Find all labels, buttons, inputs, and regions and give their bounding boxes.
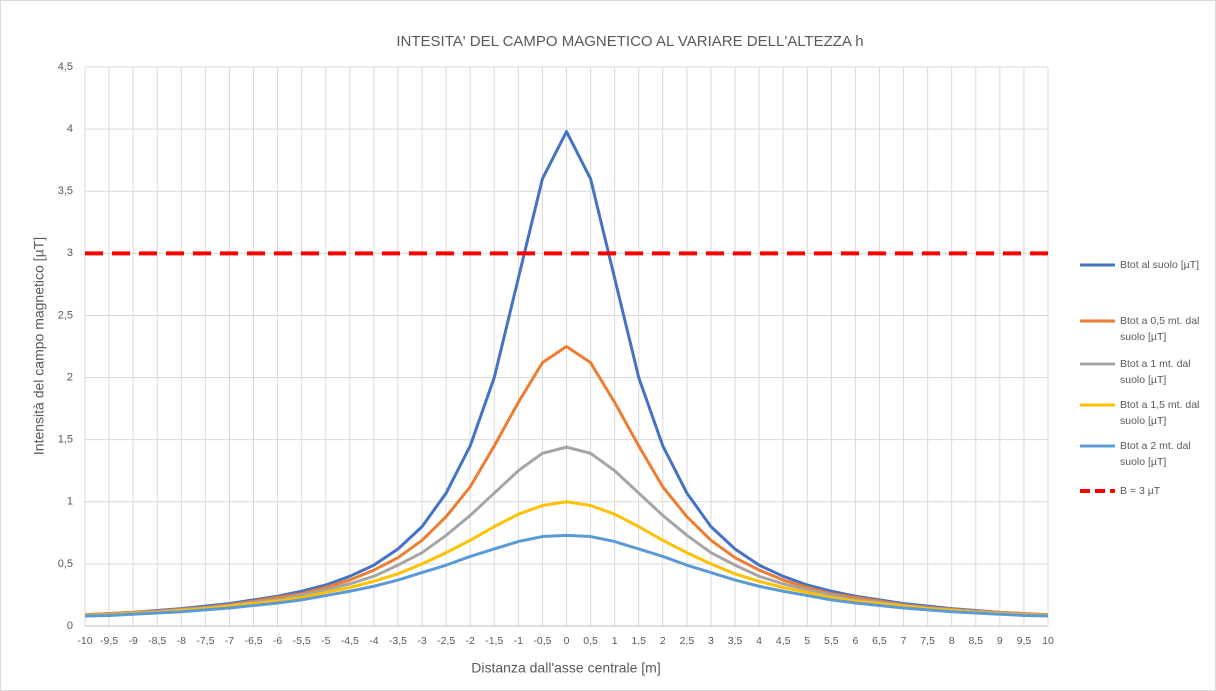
x-tick-label: 6,5 (872, 635, 887, 647)
x-tick-label: 9 (997, 635, 1003, 647)
x-tick-label: -5,5 (293, 635, 311, 647)
x-tick-label: 2,5 (680, 635, 695, 647)
x-tick-label: 7,5 (920, 635, 935, 647)
x-tick-label: -2 (466, 635, 475, 647)
x-tick-label: 9,5 (1017, 635, 1032, 647)
x-tick-label: 5 (804, 635, 810, 647)
x-tick-label: -9 (128, 635, 137, 647)
x-tick-label: 3,5 (728, 635, 743, 647)
x-tick-label: -5 (321, 635, 330, 647)
series-line (84, 533, 1049, 618)
x-axis-title: Distanza dall'asse centrale [m] (471, 660, 660, 676)
series-line (84, 500, 1049, 617)
x-tick-label: -3,5 (389, 635, 407, 647)
chart-title: INTESITA' DEL CAMPO MAGNETICO AL VARIARE… (396, 33, 863, 50)
x-tick-label: -1,5 (485, 635, 503, 647)
x-tick-label: 6 (852, 635, 858, 647)
x-tick-label: -9,5 (100, 635, 118, 647)
x-tick-label: -3 (417, 635, 426, 647)
legend-label: B = 3 µT (1120, 485, 1161, 497)
x-tick-label: 0,5 (583, 635, 598, 647)
x-tick-label: -8,5 (148, 635, 166, 647)
x-tick-label: 3 (708, 635, 714, 647)
y-tick-label: 0 (67, 620, 73, 632)
y-tick-label: 2 (67, 371, 73, 383)
x-tick-label: -4,5 (341, 635, 359, 647)
x-tick-label: -8 (177, 635, 186, 647)
y-tick-label: 4,5 (58, 61, 73, 73)
y-tick-label: 3,5 (58, 185, 73, 197)
y-tick-label: 0,5 (58, 558, 73, 570)
x-tick-label: 4 (756, 635, 762, 647)
legend-label: Btot a 1,5 mt. dal suolo [µT] (1120, 399, 1200, 427)
legend-label: Btot a 1 mt. dal suolo [µT] (1120, 358, 1191, 386)
x-tick-label: -6,5 (244, 635, 262, 647)
x-tick-label: 5,5 (824, 635, 839, 647)
x-tick-label: 7 (901, 635, 907, 647)
y-tick-label: 1,5 (58, 434, 73, 446)
x-tick-label: 8 (949, 635, 955, 647)
x-tick-label: 2 (660, 635, 666, 647)
y-axis-title: Intensità del campo magnetico [µT] (31, 237, 47, 455)
x-tick-label: -10 (77, 635, 92, 647)
x-tick-label: -4 (369, 635, 378, 647)
x-tick-label: 10 (1042, 635, 1054, 647)
x-tick-label: -7,5 (196, 635, 214, 647)
x-tick-label: -7 (225, 635, 234, 647)
x-tick-label: -6 (273, 635, 282, 647)
x-tick-label: 0 (564, 635, 570, 647)
x-tick-label: 1,5 (631, 635, 646, 647)
x-tick-label: -1 (514, 635, 523, 647)
legend-label: Btot al suolo [µT] (1120, 259, 1200, 271)
x-tick-label: -0,5 (533, 635, 551, 647)
x-tick-label: 4,5 (776, 635, 791, 647)
legend-label: Btot a 2 mt. dal suolo [µT] (1120, 440, 1191, 468)
legend-label: Btot a 0,5 mt. dal suolo [µT] (1120, 315, 1200, 343)
y-tick-label: 4 (67, 123, 73, 135)
x-tick-label: 1 (612, 635, 618, 647)
y-tick-label: 3 (67, 247, 73, 259)
x-tick-label: 8,5 (968, 635, 983, 647)
y-tick-label: 1 (67, 496, 73, 508)
y-tick-label: 2,5 (58, 309, 73, 321)
x-tick-label: -2,5 (437, 635, 455, 647)
